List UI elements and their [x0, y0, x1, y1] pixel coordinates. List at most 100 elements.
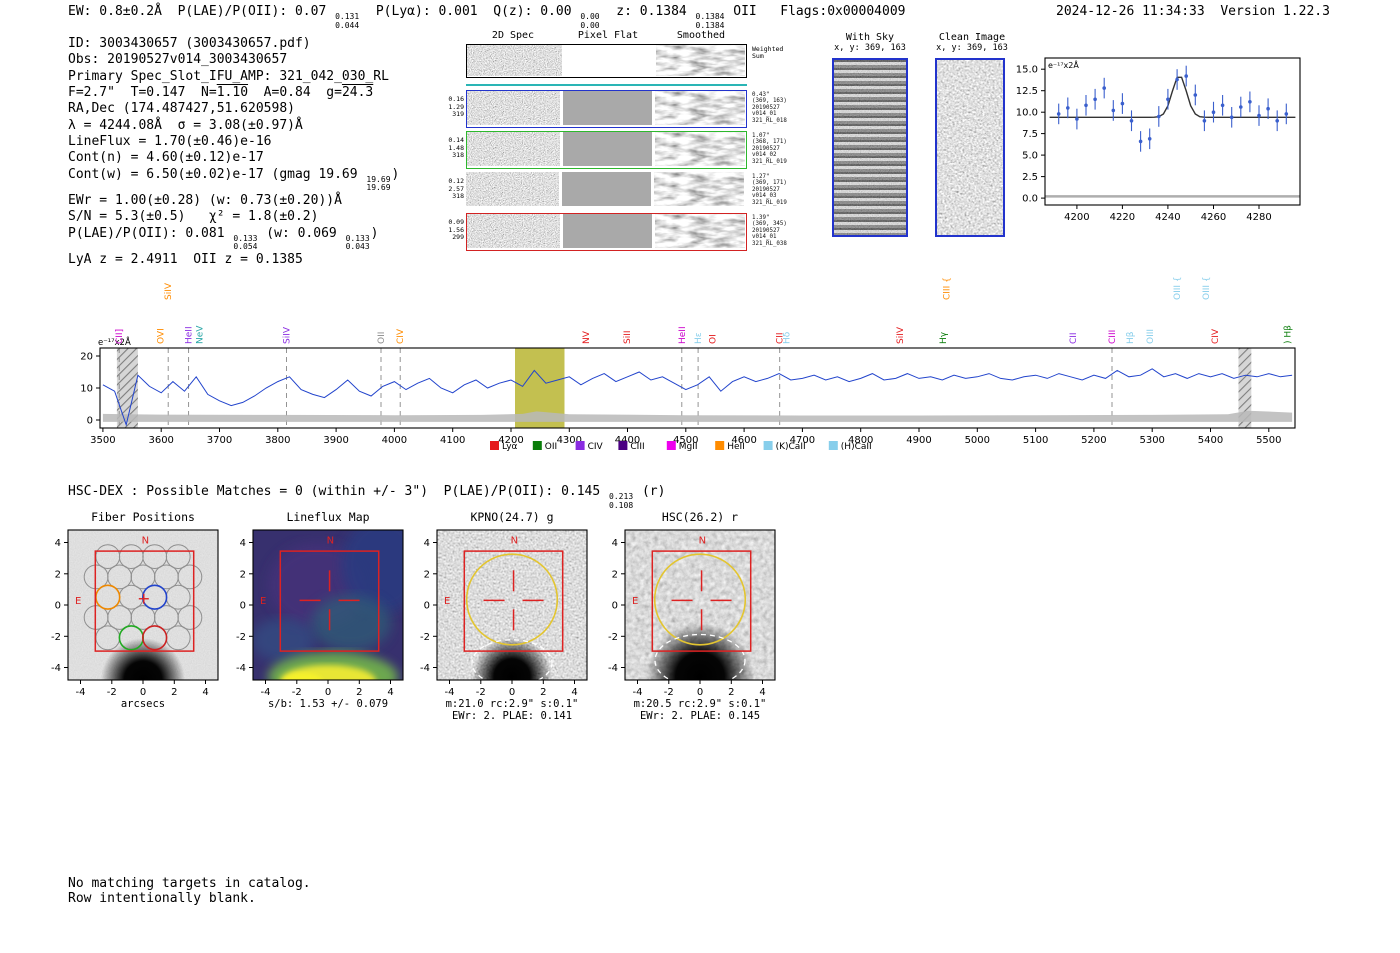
svg-text:0: 0	[87, 416, 93, 427]
svg-text:E: E	[444, 596, 450, 607]
svg-text:4600: 4600	[731, 435, 756, 446]
info-line: Obs: 20190527v014_3003430657	[68, 52, 288, 68]
spec2d-col-title: 2D Spec	[491, 30, 535, 41]
info-line: λ = 4244.08Å σ = 3.08(±0.97)Å	[68, 117, 303, 133]
svg-text:OII: OII	[377, 332, 387, 344]
svg-text:3900: 3900	[323, 435, 348, 446]
svg-text:4200: 4200	[1064, 212, 1089, 223]
svg-text:5200: 5200	[1081, 435, 1106, 446]
svg-text:0: 0	[424, 601, 430, 612]
cutout-fibers-panel: Fiber Positions N E -4 -4 -2 -2 0 0 2 2 4 4 arcsecs	[51, 510, 219, 710]
sky-noise-overlay	[834, 60, 906, 235]
svg-text:3500: 3500	[90, 435, 115, 446]
spec2d-summed-row	[466, 44, 747, 78]
svg-text:SiIV: SiIV	[164, 282, 174, 300]
svg-text:4400: 4400	[615, 435, 640, 446]
info-line: EWr = 1.00(±0.28) (w: 0.73(±0.20))Å	[68, 193, 342, 208]
row-stat-labels: 0.12 2.57 318	[448, 177, 464, 201]
svg-text:4: 4	[387, 687, 393, 698]
svg-text:CIII: CIII	[630, 442, 644, 452]
with-sky-image	[832, 58, 908, 237]
svg-text:E: E	[75, 596, 81, 607]
svg-text:7.5: 7.5	[1022, 129, 1038, 140]
svg-text:4100: 4100	[440, 435, 465, 446]
svg-text:4: 4	[612, 538, 618, 549]
footer-note-2: Row intentionally blank.	[68, 891, 256, 906]
svg-text:2: 2	[356, 687, 362, 698]
svg-text:12.5: 12.5	[1016, 86, 1038, 97]
info-line: Cont(n) = 4.60(±0.12)e-17	[68, 150, 264, 166]
fiber-annotation: 1.27" (369, 171) 20190527 v014_03 321_RL_019	[752, 174, 787, 206]
svg-text:SiIV: SiIV	[896, 326, 906, 344]
svg-text:HeII: HeII	[185, 326, 195, 344]
svg-text:-2: -2	[107, 687, 117, 698]
svg-text:-4: -4	[236, 663, 246, 674]
svg-text:-4: -4	[445, 687, 455, 698]
clean-image-panel: Clean Image x, y: 369, 163	[925, 30, 1019, 245]
svg-text:N: N	[327, 535, 334, 546]
uncertainty-range: 0.131 0.044	[335, 12, 360, 30]
svg-text:10.0: 10.0	[1016, 108, 1038, 119]
svg-text:OIII {: OIII {	[1173, 276, 1183, 300]
svg-text:Lyα: Lyα	[502, 442, 518, 452]
svg-text:N: N	[511, 535, 518, 546]
svg-text:CIV: CIV	[1211, 328, 1221, 344]
info-line: RA,Dec (174.487427,51.620598)	[68, 101, 295, 117]
svg-text:-2: -2	[476, 687, 486, 698]
svg-text:Hβ: Hβ	[1126, 331, 1136, 344]
svg-text:m:21.0 rc:2.9" s:0.1": m:21.0 rc:2.9" s:0.1"	[446, 698, 579, 710]
svg-text:-4: -4	[76, 687, 86, 698]
fiber-annotation: 0.43" (369, 163) 20190527 v014_01 321_RL_018	[752, 92, 787, 124]
svg-text:10: 10	[80, 384, 93, 395]
uncertainty-range: 0.1384 0.1384	[695, 12, 725, 30]
detection-info-block: ID: 3003430657 (3003430657.pdf) Obs: 2019…	[68, 36, 399, 268]
spec2d-panel: 2D Spec Pixel Flat Smoothed Weighted Sum 0.16…	[440, 30, 812, 260]
clean-image-frame	[935, 58, 1005, 237]
uncertainty-range: 0.213 0.108	[609, 492, 634, 510]
svg-text:N: N	[699, 535, 706, 546]
svg-text:-2: -2	[420, 632, 430, 643]
svg-text:Fiber Positions: Fiber Positions	[91, 510, 195, 524]
divider-line	[466, 84, 747, 86]
svg-text:15.0: 15.0	[1016, 65, 1038, 76]
svg-text:5.0: 5.0	[1022, 151, 1038, 162]
uncertainty-range: 0.133 0.043	[345, 233, 370, 252]
svg-text:4800: 4800	[848, 435, 873, 446]
svg-text:0: 0	[612, 601, 618, 612]
svg-text:-4: -4	[608, 663, 618, 674]
svg-text:2: 2	[240, 569, 246, 580]
clean-noise	[937, 60, 1003, 235]
info-line: S/N = 5.3(±0.5) χ² = 1.8(±0.2)	[68, 209, 319, 225]
svg-text:-2: -2	[51, 632, 61, 643]
svg-text:5500: 5500	[1256, 435, 1281, 446]
svg-text:2: 2	[55, 569, 61, 580]
row-stat-labels: 0.14 1.48 318	[448, 136, 464, 160]
svg-text:2.5: 2.5	[1022, 172, 1038, 183]
svg-text:4: 4	[424, 538, 430, 549]
svg-text:4: 4	[240, 538, 246, 549]
svg-text:CIII: CIII	[1108, 330, 1118, 344]
svg-text:0.0: 0.0	[1022, 194, 1038, 205]
weighted-sum-label: Weighted Sum	[752, 45, 784, 60]
svg-text:4000: 4000	[382, 435, 407, 446]
svg-text:N: N	[142, 535, 149, 546]
svg-text:0: 0	[697, 687, 703, 698]
svg-text:5100: 5100	[1023, 435, 1048, 446]
svg-text:NeV: NeV	[196, 325, 206, 344]
spec2d-col-title: Pixel Flat	[577, 30, 639, 41]
svg-text:2: 2	[612, 569, 618, 580]
svg-text:5300: 5300	[1139, 435, 1164, 446]
info-line: F=2.7" T=0.147 N=1.10 A=0.84 g=24.3	[68, 85, 374, 101]
svg-text:s/b: 1.53 +/- 0.079: s/b: 1.53 +/- 0.079	[268, 698, 388, 710]
svg-text:-4: -4	[633, 687, 643, 698]
svg-text:e⁻¹⁷x2Å: e⁻¹⁷x2Å	[1048, 59, 1079, 70]
svg-text:0: 0	[140, 687, 146, 698]
with-sky-panel: With Sky x, y: 369, 163	[818, 30, 922, 245]
svg-text:SiII: SiII	[623, 330, 633, 344]
svg-text:4900: 4900	[906, 435, 931, 446]
svg-text:-4: -4	[420, 663, 430, 674]
summary-stats-line: EW: 0.8±0.2Å P(LAE)/P(OII): 0.07 0.131 0.…	[68, 4, 906, 30]
svg-text:OII: OII	[545, 442, 557, 452]
spec2d-row	[466, 131, 747, 169]
